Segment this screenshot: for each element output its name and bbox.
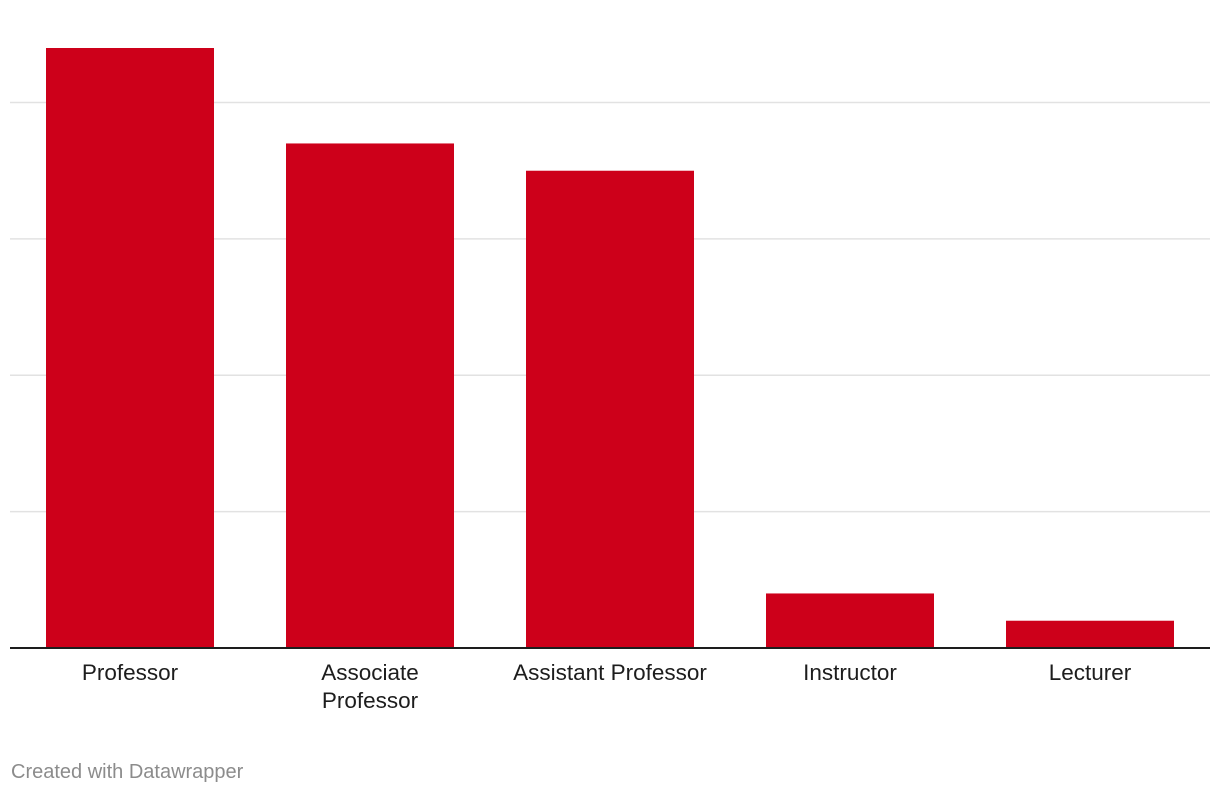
category-labels: Professor Associate Professor Assistant Pro… bbox=[82, 660, 1132, 713]
category-label-instructor: Instructor bbox=[803, 660, 897, 685]
category-label-lecturer: Lecturer bbox=[1049, 660, 1132, 685]
bar-associate-professor[interactable] bbox=[286, 143, 454, 649]
category-label-professor: Professor bbox=[82, 660, 179, 685]
bar-instructor[interactable] bbox=[766, 593, 934, 648]
footer-credit[interactable]: Created with Datawrapper bbox=[11, 761, 244, 783]
bar-lecturer[interactable] bbox=[1006, 620, 1174, 648]
bars bbox=[46, 48, 1174, 649]
bar-chart: Professor Associate Professor Assistant Pro… bbox=[10, 48, 1210, 713]
category-label-associate-professor: Associate Professor bbox=[321, 660, 419, 713]
bar-assistant-professor[interactable] bbox=[526, 170, 694, 648]
category-label-assistant-professor: Assistant Professor bbox=[513, 660, 707, 685]
bar-professor[interactable] bbox=[46, 48, 214, 648]
